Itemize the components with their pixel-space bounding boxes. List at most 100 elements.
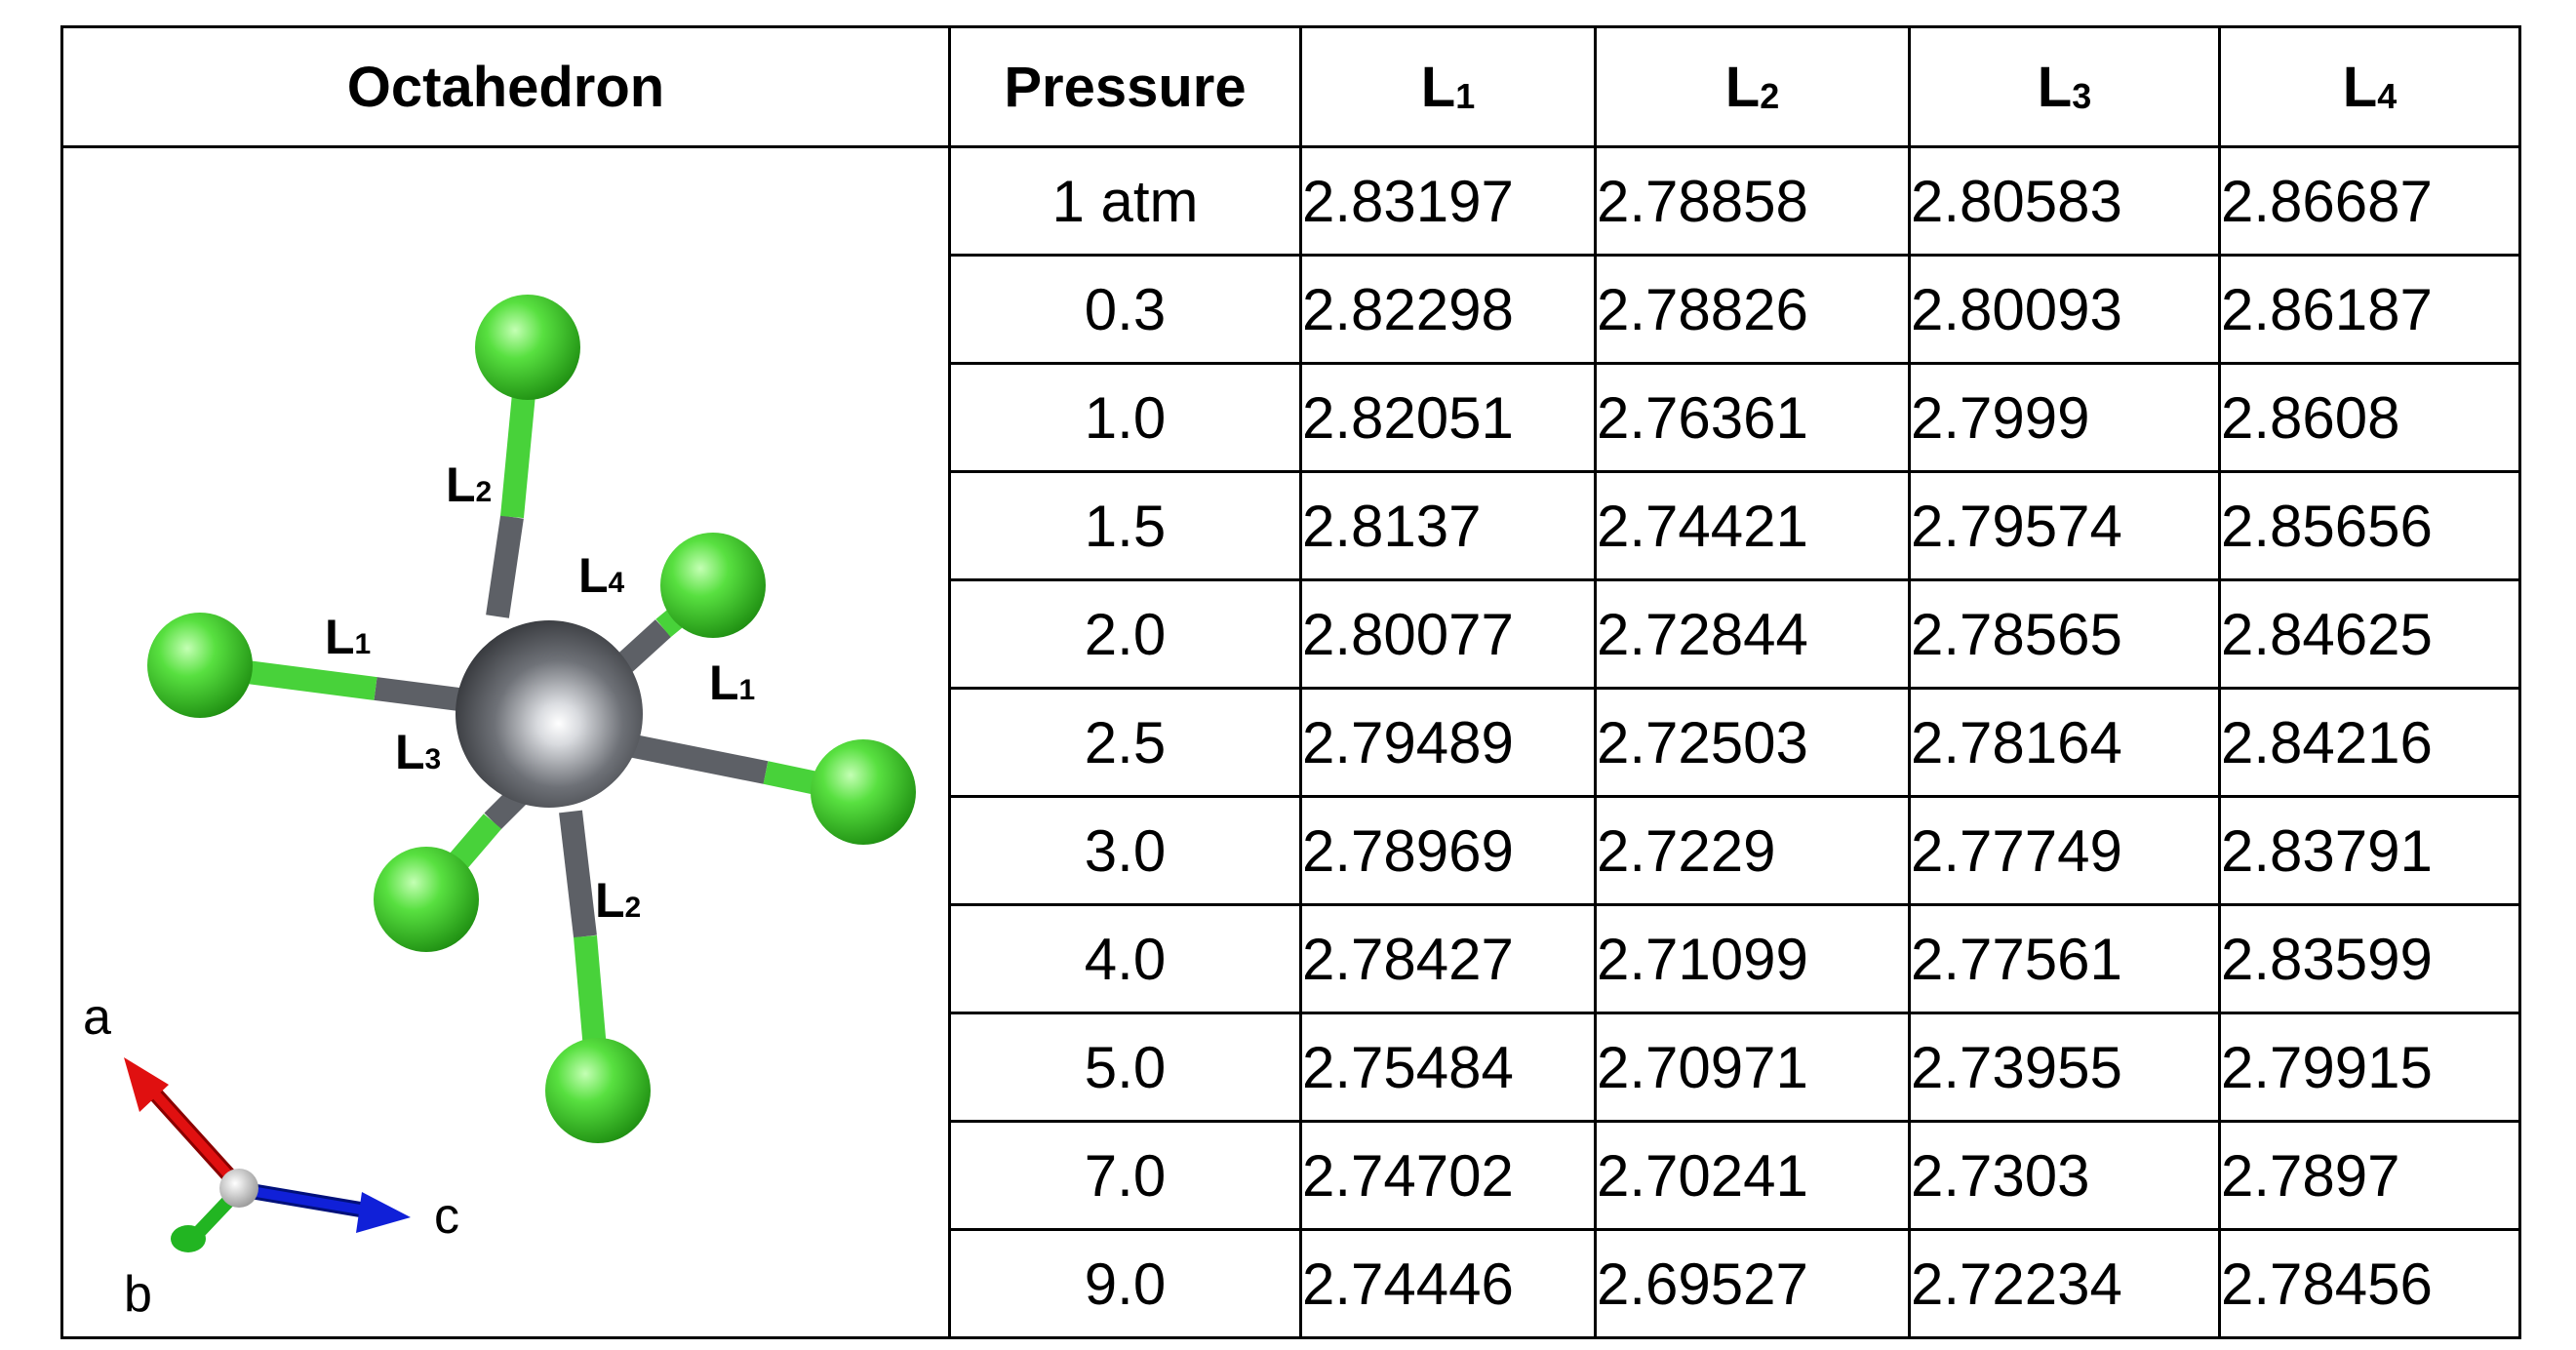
axis-label-a: a — [83, 989, 111, 1046]
cell-pressure: 4.0 — [948, 903, 1302, 1014]
bond-length-table: Octahedron Pressure L1 L2 L3 L4 — [60, 25, 2521, 1339]
cell-l4: 2.79915 — [2218, 1012, 2521, 1123]
bond-label-l2-bottom: L2 — [595, 873, 641, 928]
cell-l1: 2.78427 — [1299, 903, 1597, 1014]
cell-l1: 2.82051 — [1299, 362, 1597, 473]
central-atom — [456, 620, 643, 808]
header-l1: L1 — [1299, 25, 1597, 148]
table-row: 4.0 2.78427 2.71099 2.77561 2.83599 — [62, 903, 2521, 1014]
cell-l4: 2.78456 — [2218, 1228, 2521, 1339]
cell-l4: 2.86687 — [2218, 145, 2521, 257]
cell-l3: 2.7303 — [1908, 1120, 2221, 1231]
cell-l2: 2.74421 — [1594, 470, 1911, 581]
ligand-atom-top — [475, 295, 580, 400]
cell-l2: 2.7229 — [1594, 795, 1911, 906]
axis-b-arrowhead — [171, 1225, 206, 1252]
cell-l1: 2.83197 — [1299, 145, 1597, 257]
cell-pressure: 1.5 — [948, 470, 1302, 581]
cell-l2: 2.72844 — [1594, 578, 1911, 690]
cell-l3: 2.78164 — [1908, 687, 2221, 798]
cell-l2: 2.70971 — [1594, 1012, 1911, 1123]
cell-l3: 2.73955 — [1908, 1012, 2221, 1123]
cell-l3: 2.77749 — [1908, 795, 2221, 906]
cell-l4: 2.85656 — [2218, 470, 2521, 581]
cell-l3: 2.78565 — [1908, 578, 2221, 690]
header-l4: L4 — [2218, 25, 2521, 148]
table-row: 2.5 2.79489 2.72503 2.78164 2.84216 — [62, 687, 2521, 798]
header-l2: L2 — [1594, 25, 1911, 148]
cell-l4: 2.7897 — [2218, 1120, 2521, 1231]
cell-l3: 2.72234 — [1908, 1228, 2221, 1339]
bond-l2-bottom-metal — [559, 810, 597, 938]
octahedron-figure: L2 L4 L1 L1 L3 L2 — [83, 295, 916, 1323]
cell-pressure: 1.0 — [948, 362, 1302, 473]
cell-l1: 2.74702 — [1299, 1120, 1597, 1231]
bond-label-l3: L3 — [395, 725, 441, 779]
cell-l3: 2.77561 — [1908, 903, 2221, 1014]
cell-l2: 2.71099 — [1594, 903, 1911, 1014]
bond-l2-top-metal — [486, 515, 524, 618]
axis-a-arrowhead — [124, 1057, 169, 1112]
table-container: Octahedron Pressure L1 L2 L3 L4 — [60, 25, 2521, 1339]
bond-labels: L2 L4 L1 L1 L3 L2 — [325, 457, 755, 928]
table-row: 0.3 2.82298 2.78826 2.80093 2.86187 — [62, 254, 2521, 365]
bond-label-l1-right: L1 — [709, 655, 755, 710]
cell-l2: 2.76361 — [1594, 362, 1911, 473]
cell-l4: 2.84216 — [2218, 687, 2521, 798]
cell-l1: 2.79489 — [1299, 687, 1597, 798]
ligand-atom-bottom — [545, 1038, 651, 1143]
header-pressure: Pressure — [948, 25, 1302, 148]
table-row: 1.0 2.82051 2.76361 2.7999 2.8608 — [62, 362, 2521, 473]
header-octahedron: Octahedron — [60, 25, 951, 148]
cell-l2: 2.69527 — [1594, 1228, 1911, 1339]
bond-label-l4: L4 — [578, 548, 625, 603]
cell-l3: 2.80093 — [1908, 254, 2221, 365]
ligand-atoms — [147, 295, 916, 1143]
bond-l1-right-metal — [626, 734, 769, 784]
axis-origin — [219, 1169, 258, 1208]
cell-l4: 2.83791 — [2218, 795, 2521, 906]
cell-pressure: 2.5 — [948, 687, 1302, 798]
cell-l3: 2.7999 — [1908, 362, 2221, 473]
cell-l2: 2.78826 — [1594, 254, 1911, 365]
cell-l1: 2.75484 — [1299, 1012, 1597, 1123]
table-row: 1.5 2.8137 2.74421 2.79574 2.85656 — [62, 470, 2521, 581]
header-row: Octahedron Pressure L1 L2 L3 L4 — [60, 25, 2521, 148]
axis-c-shaft — [244, 1185, 373, 1216]
cell-pressure: 7.0 — [948, 1120, 1302, 1231]
octahedron-figure-cell: L2 L4 L1 L1 L3 L2 — [60, 145, 951, 1339]
ligand-atom-lower-left — [374, 847, 479, 952]
ligand-atom-right — [811, 739, 916, 845]
ligand-atom-left — [147, 613, 253, 718]
header-l3: L3 — [1908, 25, 2221, 148]
cell-l1: 2.80077 — [1299, 578, 1597, 690]
cell-pressure: 1 atm — [948, 145, 1302, 257]
axis-a-shaft — [139, 1077, 239, 1186]
bond-label-l2-top: L2 — [446, 457, 492, 512]
cell-l2: 2.72503 — [1594, 687, 1911, 798]
cell-l4: 2.8608 — [2218, 362, 2521, 473]
cell-l1: 2.8137 — [1299, 470, 1597, 581]
cell-l4: 2.84625 — [2218, 578, 2521, 690]
cell-pressure: 3.0 — [948, 795, 1302, 906]
table-row: 9.0 2.74446 2.69527 2.72234 2.78456 — [62, 1228, 2521, 1339]
axis-c-arrowhead — [356, 1192, 411, 1233]
cell-l4: 2.83599 — [2218, 903, 2521, 1014]
axis-triad: a c b — [83, 989, 459, 1323]
cell-l1: 2.74446 — [1299, 1228, 1597, 1339]
cell-l1: 2.82298 — [1299, 254, 1597, 365]
cell-pressure: 2.0 — [948, 578, 1302, 690]
table-row: 7.0 2.74702 2.70241 2.7303 2.7897 — [62, 1120, 2521, 1231]
table-row: 5.0 2.75484 2.70971 2.73955 2.79915 — [62, 1012, 2521, 1123]
table-row: L2 L4 L1 L1 L3 L2 — [60, 145, 2521, 1339]
cell-l2: 2.70241 — [1594, 1120, 1911, 1231]
ligand-atom-upper-right — [660, 533, 766, 638]
table-row: 2.0 2.80077 2.72844 2.78565 2.84625 — [62, 578, 2521, 690]
cell-l3: 2.79574 — [1908, 470, 2221, 581]
cell-l3: 2.80583 — [1908, 145, 2221, 257]
bond-label-l1-left: L1 — [325, 610, 371, 664]
cell-pressure: 5.0 — [948, 1012, 1302, 1123]
cell-pressure: 0.3 — [948, 254, 1302, 365]
cell-l2: 2.78858 — [1594, 145, 1911, 257]
table-row: 3.0 2.78969 2.7229 2.77749 2.83791 — [62, 795, 2521, 906]
